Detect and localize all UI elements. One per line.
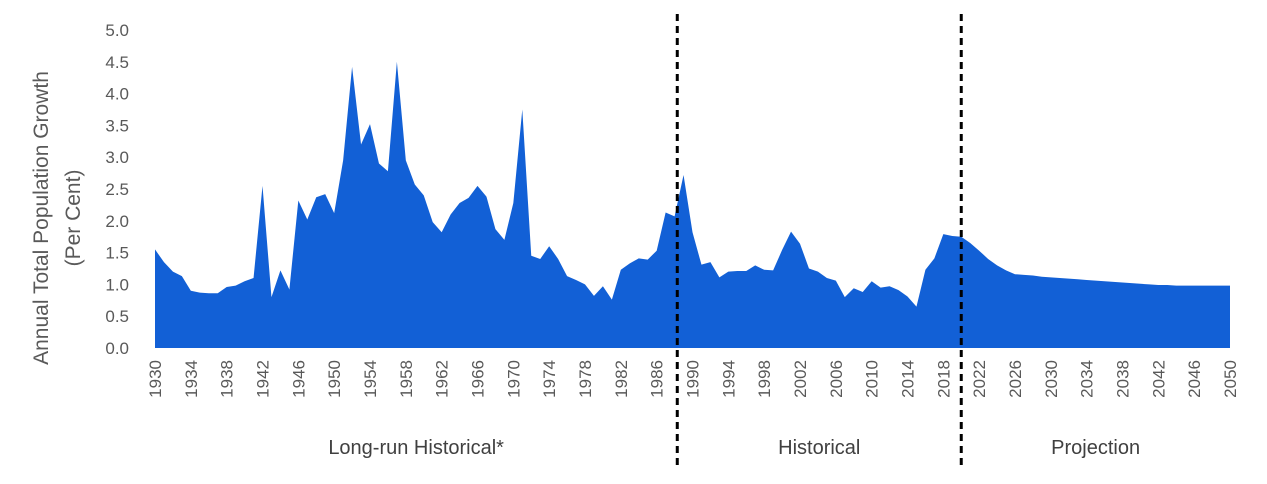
x-tick-label: 2026 [1006,360,1025,398]
area-layer [155,61,1230,349]
population-growth-area [155,61,1230,349]
region-label: Long-run Historical* [328,437,504,459]
x-axis-ticks: 1930 1934 1938 1942 1946 1950 1954 1958 1962 1966… [146,360,1240,398]
y-tick-label: 2.0 [105,212,129,231]
y-axis-title-line-1: Annual Total Population Growth [30,71,53,365]
x-tick-label: 1970 [504,360,523,398]
x-tick-label: 1938 [218,360,237,398]
y-tick-label: 4.5 [105,53,129,72]
y-tick-label: 1.5 [105,244,129,263]
y-tick-label: 4.0 [105,85,129,104]
x-tick-label: 2038 [1114,360,1133,398]
y-tick-label: 0.0 [105,339,129,358]
y-tick-label: 3.5 [105,116,129,135]
x-tick-label: 1934 [182,360,201,398]
x-tick-label: 1962 [433,360,452,398]
x-tick-label: 2022 [970,360,989,398]
x-tick-label: 1954 [361,360,380,398]
y-axis-ticks: 0.0 0.5 1.0 1.5 2.0 2.5 3.0 3.5 4.0 4.5 5.0 [105,21,129,358]
x-tick-label: 1994 [719,360,738,398]
x-tick-label: 2050 [1221,360,1240,398]
x-tick-label: 1982 [612,360,631,398]
x-tick-label: 1998 [755,360,774,398]
region-label: Projection [1051,437,1140,459]
x-tick-label: 2010 [863,360,882,398]
y-tick-label: 2.5 [105,180,129,199]
x-tick-label: 1974 [540,360,559,398]
y-tick-label: 3.0 [105,148,129,167]
x-tick-label: 2006 [827,360,846,398]
x-tick-label: 1930 [146,360,165,398]
x-tick-label: 2046 [1185,360,1204,398]
x-tick-label: 1942 [254,360,273,398]
x-tick-label: 1986 [648,360,667,398]
x-tick-label: 2042 [1149,360,1168,398]
x-tick-label: 2018 [934,360,953,398]
x-tick-label: 2034 [1078,360,1097,398]
x-tick-label: 1958 [397,360,416,398]
y-axis-title: Annual Total Population Growth (Per Cent… [30,71,85,365]
x-tick-label: 2030 [1042,360,1061,398]
x-tick-label: 1966 [469,360,488,398]
region-label: Historical [778,437,860,459]
x-tick-label: 1950 [325,360,344,398]
y-tick-label: 1.0 [105,275,129,294]
y-tick-label: 5.0 [105,21,129,40]
x-tick-label: 2002 [791,360,810,398]
x-tick-label: 1978 [576,360,595,398]
x-tick-label: 1990 [684,360,703,398]
x-tick-label: 1946 [289,360,308,398]
y-tick-label: 0.5 [105,307,129,326]
y-axis-title-line-2: (Per Cent) [62,170,85,267]
x-tick-label: 2014 [899,360,918,398]
region-labels: Long-run Historical* Historical Projection [328,437,1140,459]
divider-layer [675,14,963,470]
